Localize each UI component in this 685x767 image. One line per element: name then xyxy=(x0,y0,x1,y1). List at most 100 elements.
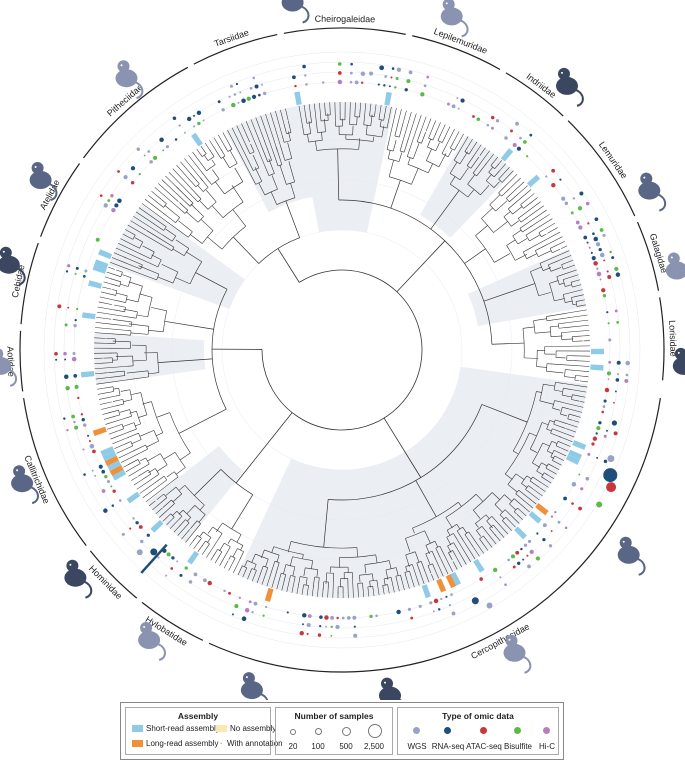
tree-branch xyxy=(233,236,260,264)
omic-dot xyxy=(136,147,141,151)
tree-branch xyxy=(147,236,173,251)
primate-phylogeny-diagram: CheirogaleidaeLepilemuridaeIndriidaeLemu… xyxy=(0,0,685,700)
tree-branch xyxy=(548,463,555,468)
tree-branch xyxy=(220,148,226,157)
omic-dot xyxy=(83,473,86,476)
tree-tip-branch xyxy=(173,525,181,533)
family-arc xyxy=(636,221,660,291)
tree-tip-branch xyxy=(557,255,572,262)
omic-dot xyxy=(118,499,122,502)
tree-tip-branch xyxy=(479,147,486,156)
tree-tip-branch xyxy=(100,401,112,405)
tree-branch xyxy=(414,551,420,563)
tree-branch xyxy=(549,420,555,423)
omic-dot xyxy=(193,114,196,117)
tree-branch xyxy=(109,375,125,378)
tree-branch xyxy=(111,294,116,296)
tree-tip-branch xyxy=(145,481,172,503)
tree-branch xyxy=(178,220,193,232)
primate-body xyxy=(379,686,401,700)
tree-branch xyxy=(532,462,541,468)
tree-tip-branch xyxy=(127,224,148,237)
tree-arc xyxy=(175,217,180,223)
tree-branch xyxy=(358,138,360,150)
tree-tip-branch xyxy=(434,122,441,135)
primate-tail xyxy=(30,486,39,505)
tree-branch xyxy=(194,469,222,496)
tree-branch xyxy=(499,514,505,520)
tree-branch xyxy=(438,153,447,167)
tree-branch xyxy=(412,143,420,159)
animal-illustrations xyxy=(0,0,685,700)
tree-branch xyxy=(195,272,228,290)
tree-tip-branch xyxy=(507,170,514,177)
tree-branch xyxy=(156,432,163,437)
tree-branch xyxy=(179,452,191,461)
primate-eye xyxy=(677,351,680,354)
tree-branch xyxy=(495,200,508,212)
tree-arc xyxy=(118,410,121,415)
family-arc xyxy=(83,66,189,159)
tree-branch xyxy=(125,316,137,319)
tree-branch xyxy=(235,412,293,484)
omic-dot xyxy=(292,75,296,80)
tree-branch xyxy=(157,276,174,284)
omic-dot xyxy=(460,98,465,103)
omic-dot xyxy=(107,480,111,484)
tree-tip-branch xyxy=(94,332,121,335)
tree-branch xyxy=(454,142,459,151)
primate-body xyxy=(672,356,685,375)
tree-tip-branch xyxy=(118,243,141,254)
tree-branch xyxy=(529,234,541,242)
tree-branch xyxy=(530,266,542,272)
tree-branch xyxy=(424,530,431,544)
tree-branch xyxy=(550,244,558,249)
tree-branch xyxy=(378,114,381,120)
tree-branch xyxy=(509,503,516,511)
tree-tip-branch xyxy=(241,123,250,143)
tree-tip-branch xyxy=(260,115,274,153)
omic-dot xyxy=(608,338,612,342)
tree-tip-branch xyxy=(569,289,583,294)
tree-branch xyxy=(504,509,510,514)
tree-branch xyxy=(544,472,549,476)
omic-dot xyxy=(529,133,533,137)
tree-tip-branch xyxy=(95,377,110,380)
tree-branch xyxy=(271,175,278,190)
omic-dot xyxy=(592,436,598,441)
family-label: Lepilemuridae xyxy=(432,26,488,56)
omic-dot xyxy=(564,201,569,206)
omic-dot xyxy=(522,558,525,561)
omic-dot xyxy=(67,264,71,268)
tree-branch xyxy=(453,542,458,549)
omic-dot xyxy=(595,242,601,247)
omic-dot xyxy=(510,554,516,559)
tree-tip-branch xyxy=(281,582,285,591)
omic-dot xyxy=(625,360,630,366)
tree-branch xyxy=(112,323,132,327)
omic-dot xyxy=(591,256,596,261)
omic-dot xyxy=(588,246,591,249)
tree-branch xyxy=(493,221,508,233)
tree-branch xyxy=(435,548,441,559)
tree-branch xyxy=(140,273,157,281)
tree-branch xyxy=(554,455,558,458)
tree-branch xyxy=(111,283,120,287)
tree-tip-branch xyxy=(276,582,279,590)
tree-arc xyxy=(417,141,422,144)
tree-arc xyxy=(504,432,530,475)
tree-branch xyxy=(254,167,263,182)
tree-branch xyxy=(156,464,168,472)
family-label: Indriidae xyxy=(524,71,558,100)
tree-tip-branch xyxy=(109,262,141,274)
tree-tip-branch xyxy=(214,557,219,564)
omic-dot xyxy=(172,116,177,121)
tree-branch xyxy=(120,389,130,392)
omic-dot xyxy=(603,434,607,438)
tree-arc xyxy=(284,140,291,143)
tree-branch xyxy=(199,531,204,538)
tree-branch xyxy=(315,141,317,151)
tree-branch xyxy=(117,428,124,432)
tree-branch xyxy=(111,414,120,418)
tree-branch xyxy=(513,498,521,505)
